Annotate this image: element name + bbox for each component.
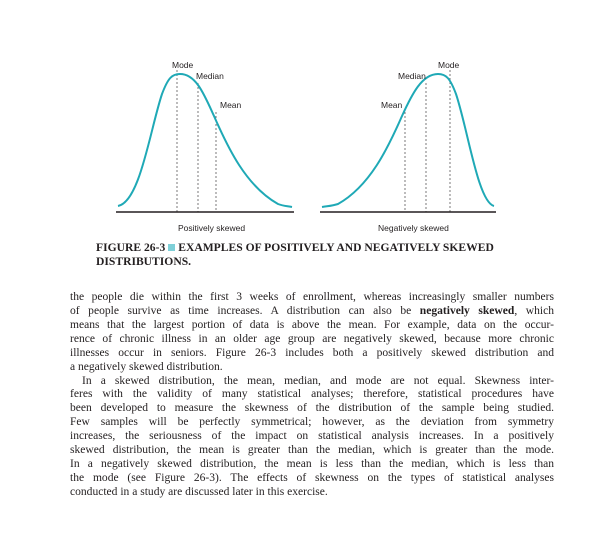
body-text: the people die within the first 3 weeks … — [70, 291, 554, 500]
right-mode-label: Mode — [438, 60, 460, 70]
body-line: Few samples will be perfectly symmetrica… — [70, 416, 554, 429]
body-line: the people die within the first 3 weeks … — [70, 291, 554, 303]
body-line-segment: , which — [514, 304, 554, 317]
left-median-label: Median — [196, 71, 224, 81]
figure-title-line1: EXAMPLES OF POSITIVELY AND NEGATIVELY SK… — [178, 241, 494, 254]
body-line: means that the largest portion of data i… — [70, 318, 554, 331]
right-panel-caption: Negatively skewed — [378, 223, 449, 233]
figure-caption: FIGURE 26-3 EXAMPLES OF POSITIVELY AND NE… — [96, 241, 536, 268]
body-line: of people survive as time increases. A d… — [70, 305, 554, 319]
body-line: conducted in a study are discussed later… — [70, 485, 328, 498]
body-line: feres with the validity of many statisti… — [70, 388, 554, 401]
body-line: In a skewed distribution, the mean, medi… — [82, 374, 554, 387]
body-line: been developed to measure the skewness o… — [70, 402, 554, 415]
body-line: the mode (see Figure 26-3). The effects … — [70, 471, 554, 484]
body-line: a negatively skewed distribution. — [70, 360, 223, 373]
left-mode-label: Mode — [172, 60, 194, 70]
left-panel-caption: Positively skewed — [178, 223, 245, 233]
negatively-skewed-panel: Mode Median Mean Negatively skewed — [320, 60, 496, 233]
positively-skewed-panel: Mode Median Mean Positively skewed — [116, 60, 294, 233]
right-mean-label: Mean — [381, 100, 403, 110]
term-negatively-skewed: negatively skewed — [419, 304, 515, 317]
body-line: skewed distribution, the mean is greater… — [70, 444, 554, 457]
body-line-segment: of people survive as time increases. A d… — [70, 304, 420, 317]
body-line: In a negatively skewed distribution, the… — [70, 458, 554, 471]
skewness-figure: Mode Median Mean Positively skewed Mode … — [116, 60, 496, 233]
negatively-skewed-curve — [321, 72, 495, 208]
caption-marker-icon — [168, 244, 176, 252]
right-median-label: Median — [398, 71, 426, 81]
figure-title-line2: DISTRIBUTIONS. — [96, 254, 192, 268]
figure-number: FIGURE 26-3 — [96, 241, 166, 254]
body-line: increases, the seriousness of the impact… — [70, 430, 554, 443]
body-line: rence of chronic illness in an older age… — [70, 332, 554, 345]
left-mean-label: Mean — [220, 100, 242, 110]
positively-skewed-curve — [117, 72, 293, 208]
body-line: illnesses occur in seniors. Figure 26-3 … — [70, 346, 554, 359]
